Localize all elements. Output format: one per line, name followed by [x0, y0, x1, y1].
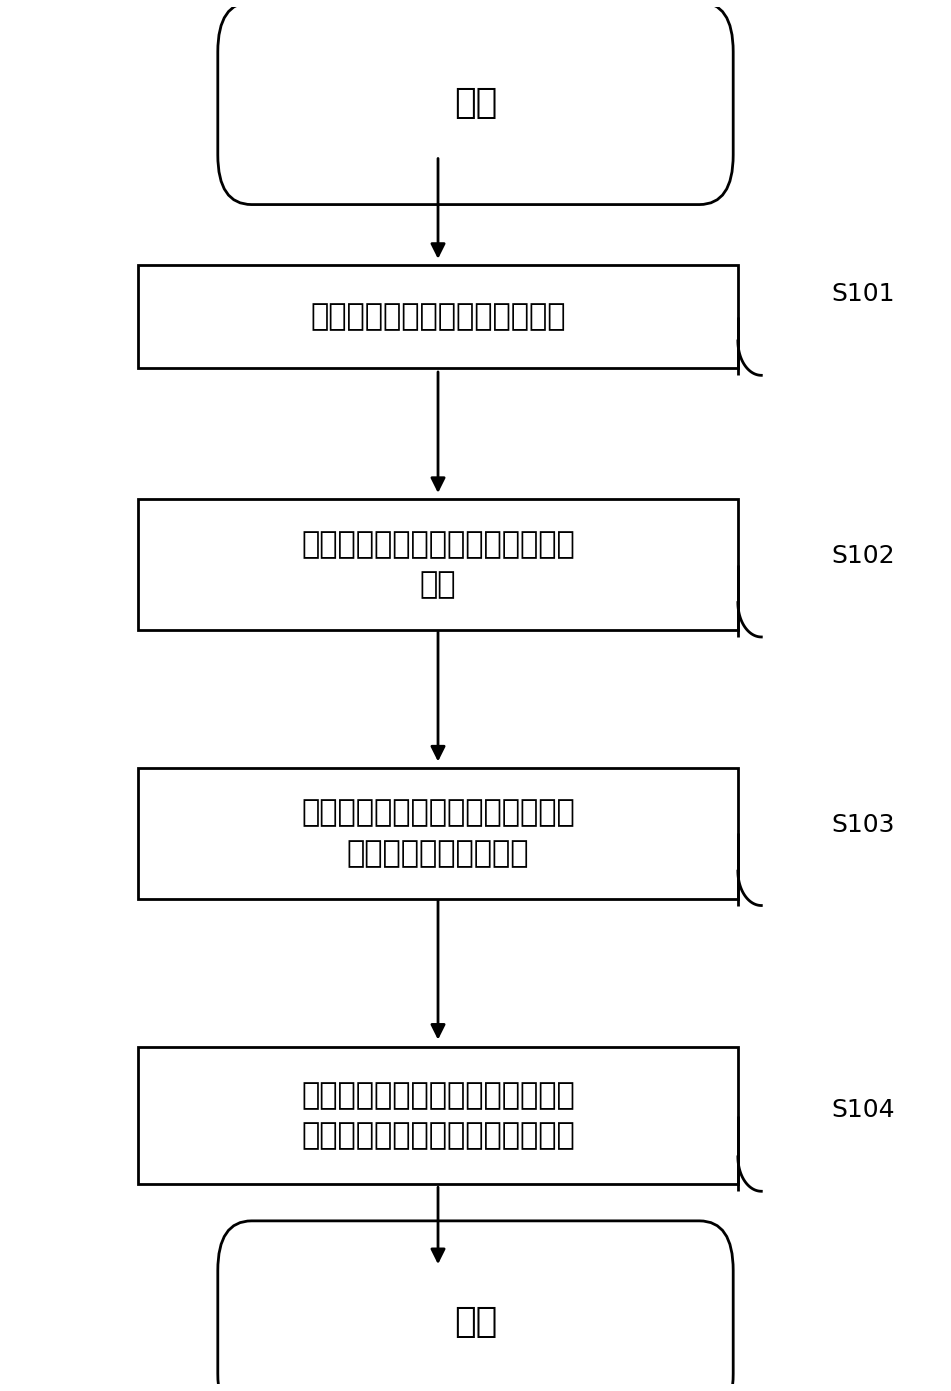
Text: S103: S103 — [831, 812, 895, 836]
Bar — [138, 266, 738, 369]
Text: 开始: 开始 — [454, 86, 497, 121]
Text: 接收充电桩发送的功率分配请求: 接收充电桩发送的功率分配请求 — [310, 302, 566, 331]
Text: 根据健康值在空闲队列中选择最优
功率模块分配至充电桩的运行队列: 根据健康值在空闲队列中选择最优 功率模块分配至充电桩的运行队列 — [301, 1081, 575, 1150]
Text: S102: S102 — [831, 544, 895, 568]
Text: 利用负载均衡算法根据状态信息计
算各功率模块的健康值: 利用负载均衡算法根据状态信息计 算各功率模块的健康值 — [301, 798, 575, 868]
Text: 获取空闲队列中各功率模块的状态
信息: 获取空闲队列中各功率模块的状态 信息 — [301, 530, 575, 600]
Bar — [138, 499, 738, 630]
Text: 结束: 结束 — [454, 1305, 497, 1340]
FancyBboxPatch shape — [218, 3, 733, 204]
Bar — [138, 768, 738, 899]
FancyBboxPatch shape — [218, 1221, 733, 1391]
Bar — [138, 1046, 738, 1184]
Text: S101: S101 — [831, 282, 895, 306]
Text: S104: S104 — [831, 1099, 895, 1123]
